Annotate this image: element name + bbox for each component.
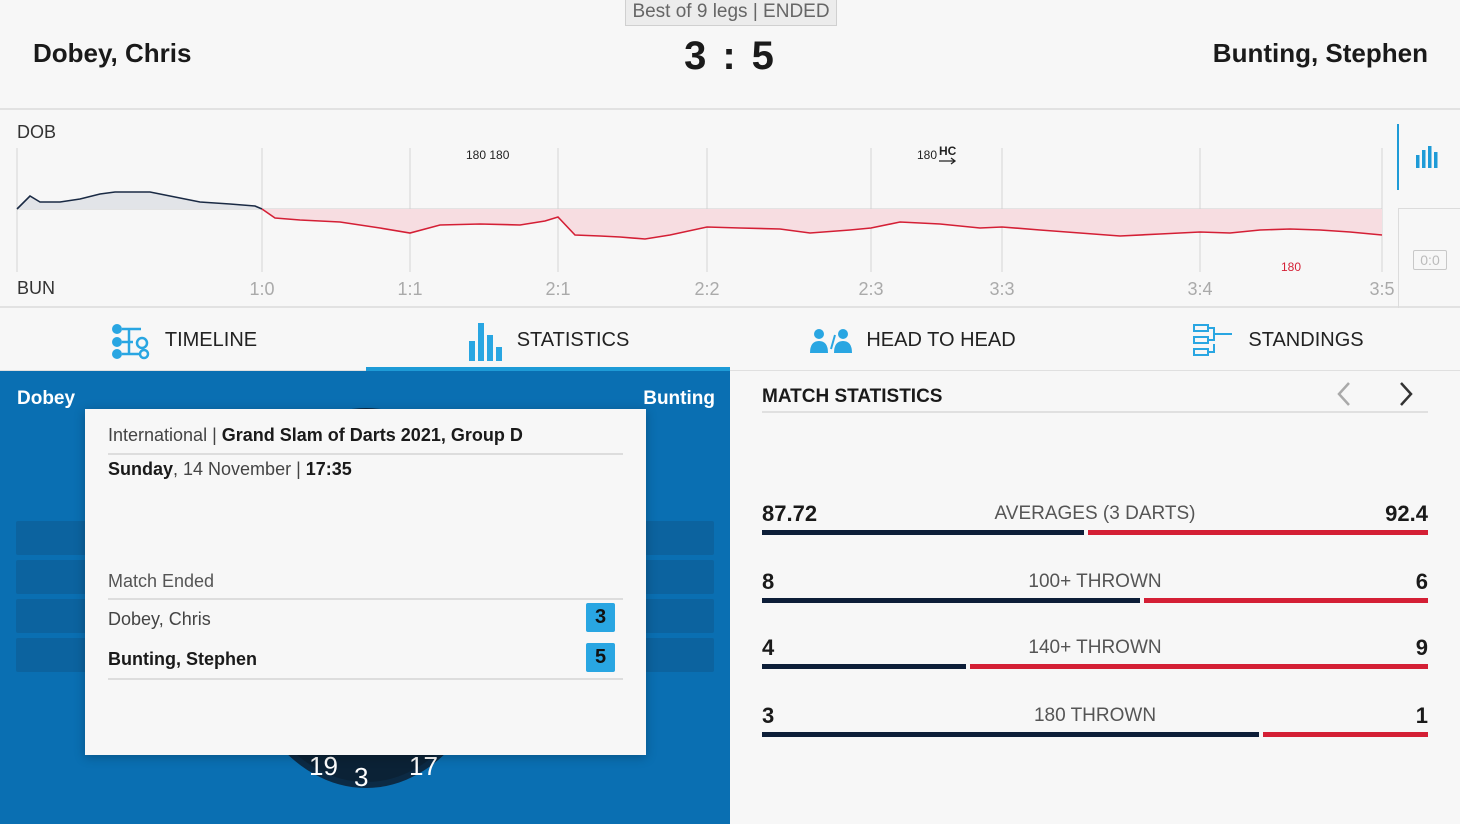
chart-side-panel	[1398, 208, 1460, 308]
competition-prefix: International |	[108, 425, 222, 445]
board-number: 17	[409, 751, 438, 781]
stat-value-home: 3	[762, 703, 775, 728]
board-number: 19	[309, 751, 338, 781]
tab-label: TIMELINE	[164, 329, 258, 351]
stat-bar-home	[762, 664, 966, 669]
match-status: Match Ended	[108, 571, 623, 600]
match-date-line: Sunday, 14 November | 17:35	[108, 459, 352, 480]
side-divider	[1397, 124, 1399, 190]
stat-label: AVERAGES (3 DARTS)	[994, 503, 1196, 524]
match-statistics-title: MATCH STATISTICS	[762, 386, 943, 407]
stat-value-home: 87.72	[762, 501, 818, 526]
leg-label: 2:1	[545, 279, 570, 299]
match-day: Sunday	[108, 459, 174, 479]
leg-label: 1:1	[397, 279, 422, 299]
leg-label: 2:3	[858, 279, 883, 299]
dob-line	[16, 191, 263, 210]
stat-value-away: 6	[1415, 569, 1428, 594]
leg-label: 2:2	[694, 279, 719, 299]
tab-statistics[interactable]: STATISTICS	[366, 310, 730, 372]
standings-icon	[1192, 323, 1234, 359]
chart-label-top: DOB	[17, 122, 57, 142]
stat-bar-away	[1144, 598, 1428, 603]
stat-bar-home	[762, 732, 1259, 737]
marker-180: 180	[917, 148, 937, 162]
stat-value-away: 9	[1415, 635, 1428, 660]
stat-label: 180 THROWN	[1033, 705, 1157, 726]
bun-line	[261, 208, 1383, 240]
stat-row: 4 140+ THROWN 9	[762, 635, 1428, 675]
popup-player-name: Bunting, Stephen	[108, 649, 257, 669]
stat-row: 8 100+ THROWN 6	[762, 569, 1428, 609]
tab-label: HEAD TO HEAD	[866, 329, 1016, 351]
popup-player-name: Dobey, Chris	[108, 609, 211, 629]
match-score: 3:5	[650, 34, 810, 79]
score-separator: :	[722, 34, 738, 78]
stat-bar-home	[762, 598, 1140, 603]
stat-label: 140+ THROWN	[1028, 637, 1162, 658]
popup-player-row[interactable]: Bunting, Stephen 5	[108, 643, 623, 677]
match-time: 17:35	[305, 459, 352, 479]
marker-180-bun: 180	[1281, 260, 1301, 274]
panel-home-name: Dobey	[17, 388, 76, 409]
competition-line: International | Grand Slam of Darts 2021…	[108, 425, 623, 455]
stat-value-away: 92.4	[1385, 501, 1428, 526]
popup-player-row[interactable]: Dobey, Chris 3	[108, 603, 623, 637]
checkout-arrow-icon	[939, 157, 957, 165]
stat-value-away: 1	[1415, 703, 1428, 728]
timeline-icon	[109, 321, 151, 361]
stat-bar-home	[762, 530, 1084, 535]
competition-name[interactable]: Grand Slam of Darts 2021, Group D	[221, 425, 523, 445]
match-format-badge: Best of 9 legs | ENDED	[625, 0, 837, 26]
match-date: , 14 November |	[173, 459, 306, 479]
tab-label: STATISTICS	[516, 329, 630, 351]
next-arrow-icon[interactable]	[1390, 379, 1420, 409]
board-number: 3	[354, 762, 368, 791]
match-statistics-panel: MATCH STATISTICS 87.72 AVERAGES (3 DARTS)…	[730, 371, 1460, 824]
bun-area	[262, 209, 1382, 239]
leg-label: 3:3	[989, 279, 1014, 299]
marker-high-checkout: HC	[939, 144, 957, 158]
leg-score-box: 0:0	[1413, 250, 1447, 270]
divider	[108, 678, 623, 680]
divider	[762, 411, 1428, 413]
panel-away-name: Bunting	[643, 388, 715, 409]
previous-arrow-icon[interactable]	[1330, 379, 1360, 409]
dob-area	[17, 192, 262, 209]
leg-label: 1:0	[249, 279, 274, 299]
away-player-name[interactable]: Bunting, Stephen	[1212, 38, 1428, 68]
tab-timeline[interactable]: TIMELINE	[0, 310, 366, 371]
momentum-chart[interactable]: 1:0 1:1 2:1 2:2 2:3 3:3 3:4 3:5 180 180 180 HC 180 …	[0, 112, 1460, 308]
tab-standings[interactable]: STANDINGS	[1096, 310, 1460, 371]
home-player-name[interactable]: Dobey, Chris	[33, 38, 192, 68]
stat-bar-away	[1263, 732, 1428, 737]
leg-label: 3:5	[1369, 279, 1394, 299]
stat-label: 100+ THROWN	[1028, 571, 1162, 592]
tab-label: STANDINGS	[1248, 329, 1364, 351]
popup-player-score: 3	[586, 603, 615, 632]
marker-180: 180 180	[466, 148, 510, 162]
stat-bar-away	[970, 664, 1428, 669]
stat-row: 87.72 AVERAGES (3 DARTS) 92.4	[762, 501, 1428, 541]
match-header: Best of 9 legs | ENDED Dobey, Chris 3:5 …	[0, 0, 1460, 110]
tab-head-to-head[interactable]: HEAD TO HEAD	[730, 310, 1096, 371]
statistics-icon	[467, 321, 503, 361]
stat-value-home: 8	[762, 569, 775, 594]
popup-player-score: 5	[586, 643, 615, 672]
leg-label: 3:4	[1187, 279, 1212, 299]
tab-bar: TIMELINE STATISTICS	[0, 310, 1460, 372]
stat-row: 3 180 THROWN 1	[762, 703, 1428, 743]
away-score: 5	[751, 34, 776, 78]
home-score: 3	[684, 34, 709, 78]
head-to-head-icon	[810, 328, 853, 353]
stat-value-home: 4	[762, 635, 775, 660]
stat-bar-away	[1088, 530, 1428, 535]
chart-label-bottom: BUN	[17, 278, 56, 298]
match-info-popup: International | Grand Slam of Darts 2021…	[85, 409, 646, 755]
